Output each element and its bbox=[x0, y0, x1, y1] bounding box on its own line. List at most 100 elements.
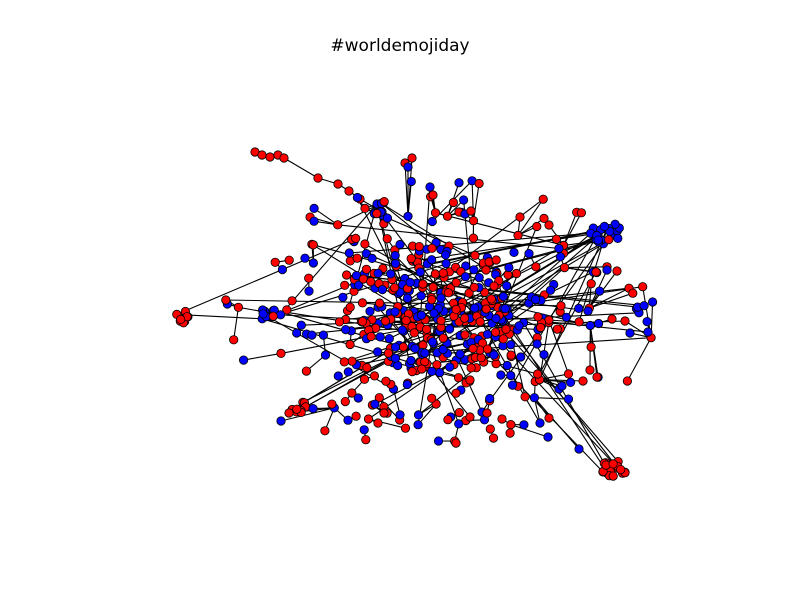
graph-node-blue bbox=[455, 349, 465, 359]
graph-node-blue bbox=[402, 293, 413, 303]
graph-node-red bbox=[438, 268, 448, 278]
graph-node-blue bbox=[406, 176, 416, 187]
graph-node-red bbox=[345, 302, 355, 312]
chart-title: #worldemojiday bbox=[330, 36, 470, 56]
graph-node-blue bbox=[565, 377, 576, 387]
graph-node-red bbox=[482, 344, 493, 354]
graph-node-red bbox=[304, 273, 314, 283]
graph-node-red bbox=[531, 262, 541, 272]
graph-node-blue bbox=[370, 399, 380, 409]
graph-node-red bbox=[276, 348, 286, 358]
graph-node-red bbox=[344, 186, 354, 196]
graph-node-blue bbox=[258, 309, 268, 319]
graph-node-red bbox=[221, 295, 231, 305]
graph-edge bbox=[313, 207, 339, 226]
graph-node-red bbox=[383, 348, 393, 358]
graph-node-red bbox=[628, 288, 638, 298]
graph-node-blue bbox=[365, 306, 375, 316]
graph-node-red bbox=[544, 220, 554, 230]
graph-node-red bbox=[559, 262, 570, 273]
graph-node-blue bbox=[390, 258, 401, 268]
graph-node-blue bbox=[413, 410, 424, 420]
graph-node-red bbox=[430, 208, 441, 218]
graph-node-blue bbox=[470, 303, 480, 313]
graph-node-red bbox=[428, 282, 438, 292]
graph-node-blue bbox=[643, 327, 653, 337]
graph-node-red bbox=[466, 206, 476, 216]
graph-node-red bbox=[279, 153, 289, 163]
graph-node-blue bbox=[506, 340, 516, 350]
graph-node-blue bbox=[390, 250, 400, 261]
graph-edge bbox=[495, 232, 591, 319]
graph-node-red bbox=[357, 316, 368, 326]
graph-edge bbox=[405, 239, 602, 292]
graph-node-red bbox=[608, 459, 618, 469]
graph-node-red bbox=[333, 179, 343, 189]
graph-edge bbox=[280, 407, 335, 422]
graph-edge bbox=[427, 229, 602, 265]
graph-node-red bbox=[451, 438, 461, 448]
graph-node-red bbox=[465, 412, 475, 422]
graph-node-red bbox=[340, 396, 350, 407]
graph-node-blue bbox=[489, 350, 499, 360]
graph-edge bbox=[439, 237, 597, 374]
graph-edge bbox=[517, 198, 544, 236]
graph-edge bbox=[534, 397, 569, 400]
graph-node-blue bbox=[308, 258, 318, 268]
graph-node-blue bbox=[341, 324, 351, 335]
graph-edge bbox=[564, 266, 608, 269]
graph-node-blue bbox=[507, 380, 518, 390]
graph-node-red bbox=[363, 414, 374, 424]
graph-node-blue bbox=[469, 265, 479, 275]
graph-node-blue bbox=[403, 162, 413, 172]
graph-node-red bbox=[284, 408, 294, 418]
graph-node-red bbox=[400, 423, 411, 433]
graph-edge bbox=[548, 319, 570, 375]
graph-node-red bbox=[352, 253, 362, 263]
graph-node-red bbox=[347, 388, 357, 398]
graph-node-blue bbox=[386, 269, 396, 279]
graph-node-red bbox=[427, 295, 437, 305]
graph-node-red bbox=[334, 317, 345, 327]
graph-node-red bbox=[366, 331, 376, 342]
node-layer bbox=[172, 147, 658, 481]
graph-node-red bbox=[308, 240, 318, 250]
graph-node-red bbox=[468, 343, 478, 354]
graph-node-blue bbox=[427, 366, 437, 376]
graph-node-red bbox=[490, 327, 501, 337]
graph-node-red bbox=[442, 211, 453, 221]
graph-node-blue bbox=[344, 248, 354, 258]
graph-node-blue bbox=[514, 321, 524, 331]
graph-node-blue bbox=[343, 367, 353, 377]
graph-node-blue bbox=[441, 258, 451, 269]
graph-node-red bbox=[591, 267, 601, 277]
graph-node-red bbox=[360, 203, 370, 213]
graph-node-red bbox=[257, 150, 267, 160]
graph-node-red bbox=[488, 433, 499, 443]
graph-node-blue bbox=[574, 303, 584, 313]
graph-node-blue bbox=[485, 393, 495, 404]
graph-node-red bbox=[506, 419, 516, 430]
graph-node-red bbox=[428, 190, 438, 200]
graph-node-red bbox=[418, 279, 428, 289]
graph-node-red bbox=[616, 464, 626, 475]
graph-node-red bbox=[362, 363, 372, 373]
graph-node-blue bbox=[367, 253, 377, 263]
graph-node-blue bbox=[343, 415, 353, 425]
graph-node-red bbox=[372, 209, 382, 219]
graph-node-blue bbox=[420, 348, 430, 358]
graph-node-blue bbox=[309, 216, 319, 226]
graph-node-blue bbox=[384, 333, 394, 344]
graph-node-blue bbox=[498, 291, 508, 302]
graph-node-blue bbox=[359, 425, 369, 435]
graph-node-blue bbox=[482, 329, 493, 339]
graph-node-blue bbox=[583, 306, 593, 316]
graph-node-red bbox=[620, 316, 630, 326]
graph-node-red bbox=[229, 335, 239, 345]
graph-node-red bbox=[345, 339, 355, 350]
graph-node-blue bbox=[445, 362, 455, 372]
graph-node-red bbox=[340, 280, 350, 290]
graph-node-red bbox=[427, 243, 437, 253]
graph-node-blue bbox=[275, 310, 286, 320]
graph-node-blue bbox=[373, 268, 383, 278]
